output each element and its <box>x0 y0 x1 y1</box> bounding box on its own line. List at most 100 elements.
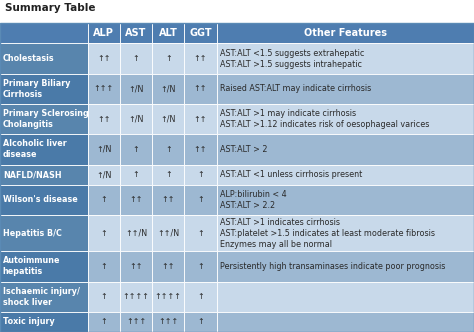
Bar <box>152 43 184 74</box>
Bar <box>0 164 88 185</box>
Bar <box>120 74 152 104</box>
Text: Autoimmune
hepatitis: Autoimmune hepatitis <box>3 256 60 277</box>
Text: ↑↑↑↑: ↑↑↑↑ <box>123 292 149 301</box>
Bar <box>88 164 120 185</box>
Text: ↑/N: ↑/N <box>128 84 144 93</box>
Text: ↑/N: ↑/N <box>128 115 144 124</box>
Text: ↑: ↑ <box>197 170 204 179</box>
Text: Ischaemic injury/
shock liver: Ischaemic injury/ shock liver <box>3 287 80 307</box>
Bar <box>152 23 184 43</box>
Text: ↑: ↑ <box>197 292 204 301</box>
Bar <box>217 74 474 104</box>
Bar <box>120 23 152 43</box>
Bar <box>88 312 120 332</box>
Bar <box>184 164 217 185</box>
Bar <box>0 134 88 164</box>
Text: ↑↑↑↑: ↑↑↑↑ <box>155 292 182 301</box>
Text: ↑↑: ↑↑ <box>194 145 207 154</box>
Bar <box>184 251 217 282</box>
Text: ↑: ↑ <box>133 54 139 63</box>
Text: ↑: ↑ <box>165 145 172 154</box>
Text: ↑: ↑ <box>197 262 204 271</box>
Text: ↑: ↑ <box>197 195 204 204</box>
Bar <box>184 23 217 43</box>
Bar <box>152 215 184 251</box>
Bar <box>120 251 152 282</box>
Bar <box>120 43 152 74</box>
Bar <box>0 312 88 332</box>
Bar <box>0 43 88 74</box>
Text: ↑↑↑: ↑↑↑ <box>158 317 178 326</box>
Text: Wilson's disease: Wilson's disease <box>3 195 78 204</box>
Text: ↑: ↑ <box>165 170 172 179</box>
Text: AST:ALT <1 unless cirrhosis present: AST:ALT <1 unless cirrhosis present <box>220 170 362 179</box>
Text: ALP:bilirubin < 4
AST:ALT > 2.2: ALP:bilirubin < 4 AST:ALT > 2.2 <box>220 190 287 210</box>
Bar <box>88 23 120 43</box>
Bar <box>88 215 120 251</box>
Bar <box>0 104 88 134</box>
Text: ↑: ↑ <box>100 195 107 204</box>
Text: ↑: ↑ <box>133 170 139 179</box>
Bar <box>184 104 217 134</box>
Text: Alcoholic liver
disease: Alcoholic liver disease <box>3 139 66 159</box>
Bar <box>120 134 152 164</box>
Text: ↑: ↑ <box>133 145 139 154</box>
Bar <box>0 74 88 104</box>
Text: ↑↑: ↑↑ <box>194 54 207 63</box>
Bar <box>120 312 152 332</box>
Bar <box>217 164 474 185</box>
Text: ↑↑/N: ↑↑/N <box>157 229 179 238</box>
Bar <box>0 23 88 43</box>
Bar <box>120 104 152 134</box>
Text: ↑↑: ↑↑ <box>129 262 143 271</box>
Text: Persistently high transaminases indicate poor prognosis: Persistently high transaminases indicate… <box>220 262 445 271</box>
Bar <box>88 43 120 74</box>
Bar <box>152 164 184 185</box>
Bar <box>217 104 474 134</box>
Bar <box>120 215 152 251</box>
Text: ↑↑/N: ↑↑/N <box>125 229 147 238</box>
Bar <box>152 251 184 282</box>
Text: Toxic injury: Toxic injury <box>3 317 55 326</box>
Bar <box>120 164 152 185</box>
Bar <box>152 104 184 134</box>
Bar <box>120 185 152 215</box>
Text: AST:ALT > 2: AST:ALT > 2 <box>220 145 267 154</box>
Text: AST: AST <box>125 28 147 38</box>
Text: ↑↑: ↑↑ <box>97 54 110 63</box>
Bar <box>88 251 120 282</box>
Text: Summary Table: Summary Table <box>5 3 95 13</box>
Text: ↑/N: ↑/N <box>96 145 111 154</box>
Text: ALP: ALP <box>93 28 114 38</box>
Text: Raised AST:ALT may indicate cirrhosis: Raised AST:ALT may indicate cirrhosis <box>220 84 371 93</box>
Text: ↑↑: ↑↑ <box>194 84 207 93</box>
Bar <box>0 282 88 312</box>
Text: ↑/N: ↑/N <box>161 84 176 93</box>
Text: ↑: ↑ <box>197 317 204 326</box>
Text: ↑↑: ↑↑ <box>162 262 175 271</box>
Bar <box>184 185 217 215</box>
Text: Hepatitis B/C: Hepatitis B/C <box>3 229 62 238</box>
Text: ↑: ↑ <box>100 292 107 301</box>
Bar <box>217 134 474 164</box>
Bar <box>0 185 88 215</box>
Text: ↑/N: ↑/N <box>161 115 176 124</box>
Text: AST:ALT >1 indicates cirrhosis
AST:platelet >1.5 indicates at least moderate fib: AST:ALT >1 indicates cirrhosis AST:plate… <box>220 217 435 249</box>
Bar <box>184 312 217 332</box>
Bar <box>88 134 120 164</box>
Text: ↑: ↑ <box>100 317 107 326</box>
Bar <box>184 134 217 164</box>
Bar <box>217 282 474 312</box>
Text: ALT: ALT <box>159 28 178 38</box>
Bar <box>88 74 120 104</box>
Bar <box>152 134 184 164</box>
Text: ↑↑: ↑↑ <box>97 115 110 124</box>
Bar <box>217 312 474 332</box>
Bar <box>217 251 474 282</box>
Text: ↑↑↑: ↑↑↑ <box>94 84 114 93</box>
Text: Primary Biliary
Cirrhosis: Primary Biliary Cirrhosis <box>3 79 70 99</box>
Bar <box>217 185 474 215</box>
Text: ↑↑↑: ↑↑↑ <box>126 317 146 326</box>
Text: ↑: ↑ <box>100 229 107 238</box>
Text: ↑↑: ↑↑ <box>129 195 143 204</box>
